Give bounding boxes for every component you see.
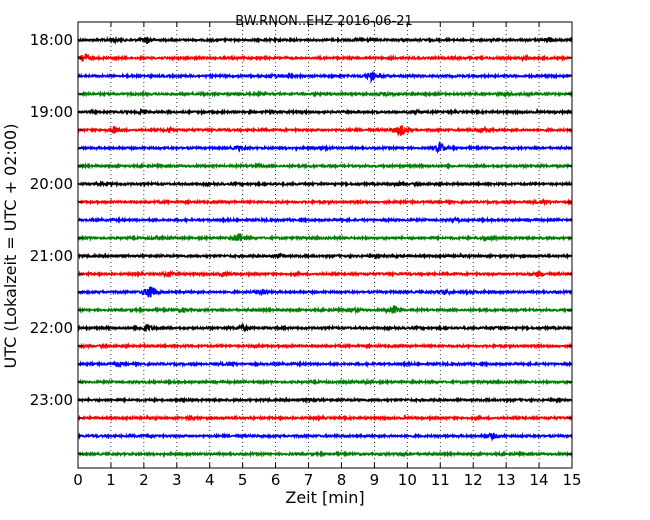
trace-line <box>77 141 573 154</box>
y-tick-label: 20:00 <box>30 175 73 193</box>
y-tick-label: 18:00 <box>30 31 73 49</box>
trace-line <box>77 413 573 423</box>
y-tick-label: 21:00 <box>30 247 73 265</box>
trace-line <box>77 233 573 243</box>
x-tick-label: 10 <box>398 471 417 489</box>
trace-line <box>77 304 573 315</box>
trace-line <box>77 359 573 369</box>
x-tick-label: 6 <box>271 471 281 489</box>
trace-line <box>77 125 573 138</box>
x-tick-label: 11 <box>431 471 450 489</box>
trace-line <box>77 342 573 351</box>
y-tick-label: 19:00 <box>30 103 73 121</box>
trace-line <box>77 450 573 459</box>
y-tick-label: 23:00 <box>30 391 73 409</box>
x-tick-label: 13 <box>497 471 516 489</box>
x-axis-label: Zeit [min] <box>285 488 364 507</box>
trace-line <box>77 322 573 333</box>
x-tick-label: 8 <box>337 471 347 489</box>
x-tick-label: 15 <box>562 471 581 489</box>
trace-line <box>77 161 573 170</box>
x-tick-label: 5 <box>238 471 248 489</box>
trace-line <box>77 89 573 99</box>
trace-line <box>77 179 573 189</box>
plot-frame <box>77 21 573 469</box>
y-axis-label: UTC (Lokalzeit = UTC + 02:00) <box>1 124 20 369</box>
x-tick-label: 0 <box>73 471 83 489</box>
x-tick-label: 3 <box>172 471 182 489</box>
x-axis-ticks: 0 1 2 3 4 5 6 7 8 9 10 11 12 13 14 15 <box>73 22 582 489</box>
trace-line <box>77 252 573 260</box>
trace-line <box>77 35 573 45</box>
x-tick-label: 4 <box>205 471 215 489</box>
trace-line <box>77 377 573 387</box>
trace-line <box>77 107 573 117</box>
trace-line <box>77 53 573 63</box>
trace-line <box>77 197 573 207</box>
y-axis-ticks: 18:00 19:00 20:00 21:00 22:00 23:00 <box>30 31 572 455</box>
trace-line <box>77 432 573 442</box>
x-tick-label: 1 <box>106 471 116 489</box>
seismic-traces <box>77 35 573 459</box>
trace-line <box>77 69 573 84</box>
trace-line <box>77 215 573 225</box>
trace-line <box>77 396 573 405</box>
y-tick-label: 22:00 <box>30 319 73 337</box>
x-tick-label: 7 <box>304 471 314 489</box>
x-tick-label: 12 <box>464 471 483 489</box>
x-tick-label: 2 <box>139 471 149 489</box>
x-tick-label: 14 <box>530 471 549 489</box>
x-tick-label: 9 <box>370 471 380 489</box>
trace-line <box>77 269 573 279</box>
trace-line <box>77 286 573 298</box>
